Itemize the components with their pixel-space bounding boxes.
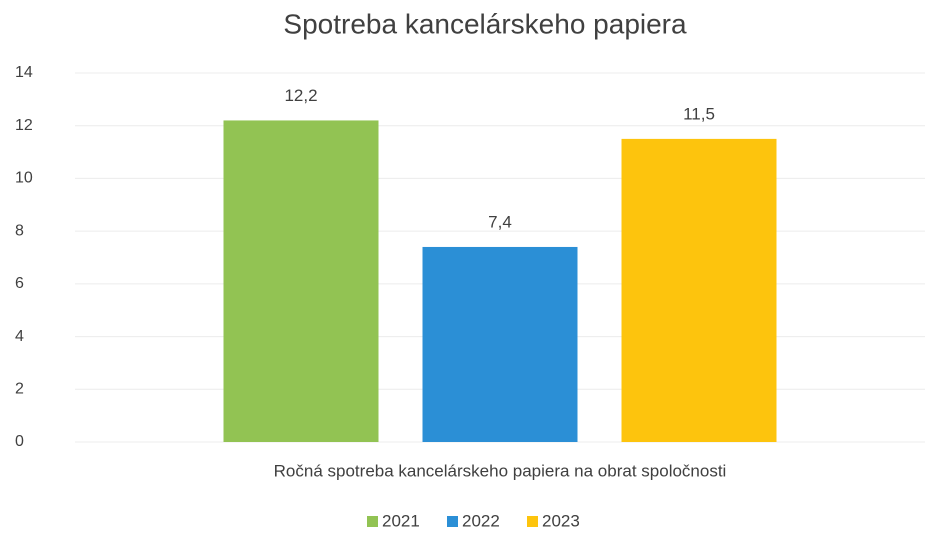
x-tick-label: Ročná spotreba kancelárskeho papiera na … — [274, 461, 727, 480]
y-tick-label: 4 — [15, 328, 24, 345]
bar — [621, 138, 777, 442]
legend-swatch — [527, 516, 538, 527]
bar — [422, 246, 578, 442]
value-label: 11,5 — [683, 104, 715, 123]
y-tick-label: 2 — [15, 381, 24, 398]
legend-label: 2022 — [462, 511, 500, 530]
chart-title: Spotreba kancelárskeho papiera — [283, 8, 687, 39]
y-tick-label: 14 — [15, 64, 33, 81]
legend-label: 2021 — [382, 511, 420, 530]
y-tick-label: 8 — [15, 222, 24, 239]
y-tick-label: 0 — [15, 433, 24, 450]
bar — [223, 120, 379, 442]
value-label: 12,2 — [284, 86, 317, 105]
y-tick-label: 12 — [15, 117, 33, 134]
y-tick-label: 6 — [15, 275, 24, 292]
y-tick-label: 10 — [15, 170, 33, 187]
legend-swatch — [367, 516, 378, 527]
legend-swatch — [447, 516, 458, 527]
legend-label: 2023 — [542, 511, 580, 530]
value-label: 7,4 — [488, 212, 512, 231]
